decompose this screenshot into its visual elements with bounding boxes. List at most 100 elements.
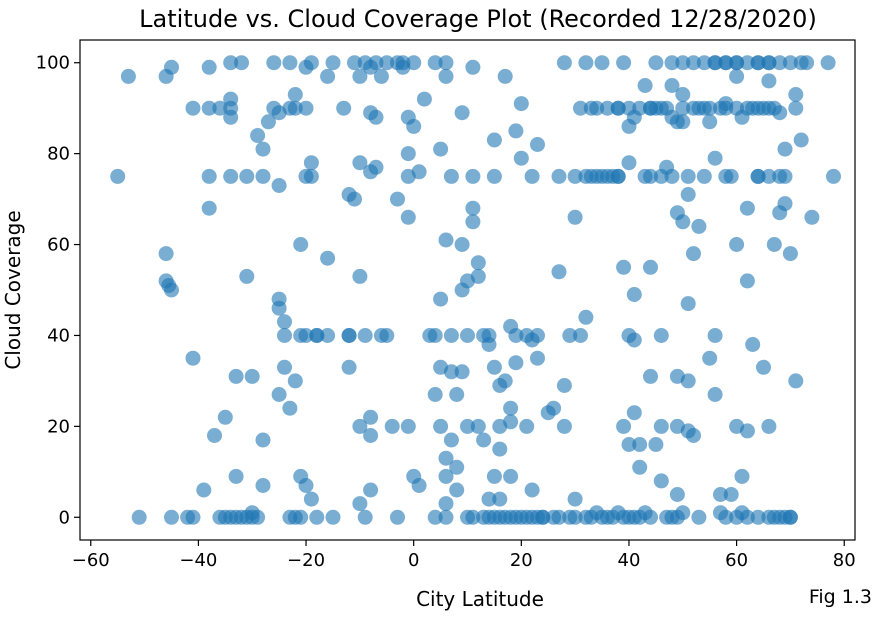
data-point bbox=[616, 418, 632, 434]
data-point bbox=[438, 450, 454, 466]
data-point bbox=[788, 100, 804, 116]
data-point bbox=[686, 55, 701, 71]
data-point bbox=[616, 55, 632, 71]
data-point bbox=[433, 291, 449, 307]
data-point bbox=[363, 428, 379, 443]
data-point bbox=[686, 246, 701, 262]
data-point bbox=[556, 418, 572, 434]
data-point bbox=[400, 209, 416, 225]
x-tick-label: 40 bbox=[618, 550, 641, 571]
data-point bbox=[239, 168, 255, 184]
data-point bbox=[352, 268, 368, 284]
data-point bbox=[599, 168, 615, 184]
data-point bbox=[303, 55, 319, 71]
data-point bbox=[691, 218, 707, 234]
data-point bbox=[347, 55, 362, 71]
data-point bbox=[691, 509, 707, 525]
data-point bbox=[508, 123, 524, 139]
data-point bbox=[185, 100, 201, 116]
data-point bbox=[427, 328, 443, 343]
data-point bbox=[449, 459, 465, 475]
y-tick-label: 80 bbox=[47, 144, 70, 165]
data-point bbox=[632, 509, 648, 525]
data-point bbox=[438, 509, 454, 525]
data-point bbox=[438, 496, 454, 512]
data-point bbox=[293, 509, 309, 525]
data-point bbox=[120, 68, 136, 84]
data-point bbox=[379, 328, 395, 343]
data-point bbox=[212, 100, 228, 116]
data-point bbox=[653, 418, 669, 434]
data-point bbox=[567, 168, 583, 184]
data-point bbox=[325, 55, 341, 71]
data-point bbox=[277, 328, 292, 343]
data-point bbox=[223, 168, 239, 184]
data-point bbox=[277, 359, 292, 375]
data-point bbox=[702, 114, 718, 130]
data-point bbox=[373, 68, 389, 84]
data-point bbox=[400, 146, 416, 162]
data-point bbox=[782, 55, 798, 71]
data-point bbox=[643, 100, 658, 116]
data-point bbox=[578, 55, 594, 71]
data-point bbox=[486, 168, 502, 184]
data-point bbox=[298, 100, 314, 116]
x-tick-label: −20 bbox=[287, 550, 325, 571]
data-point bbox=[363, 482, 379, 498]
data-point bbox=[772, 55, 788, 71]
data-point bbox=[653, 473, 669, 489]
data-point bbox=[427, 387, 443, 402]
data-point bbox=[739, 509, 755, 525]
data-point bbox=[530, 350, 545, 366]
data-point bbox=[255, 141, 271, 157]
data-point bbox=[718, 509, 734, 525]
data-point bbox=[653, 328, 669, 343]
data-point bbox=[648, 437, 664, 452]
data-point bbox=[675, 100, 691, 116]
data-point bbox=[352, 496, 368, 512]
data-point bbox=[255, 432, 271, 448]
data-point bbox=[745, 337, 761, 352]
data-point bbox=[546, 509, 562, 525]
data-point bbox=[341, 359, 357, 375]
data-point bbox=[443, 364, 459, 380]
data-point bbox=[449, 387, 465, 402]
data-point bbox=[384, 418, 400, 434]
data-point bbox=[707, 150, 723, 166]
data-point bbox=[298, 328, 314, 343]
data-point bbox=[761, 418, 777, 434]
data-point bbox=[686, 100, 701, 116]
data-point bbox=[390, 509, 405, 525]
data-point bbox=[223, 55, 239, 71]
y-tick-label: 0 bbox=[59, 507, 70, 528]
data-point bbox=[793, 132, 809, 148]
y-ticks: 0 20 40 60 80 100 bbox=[36, 53, 80, 528]
data-point bbox=[503, 400, 519, 416]
data-point bbox=[653, 100, 669, 116]
data-point bbox=[513, 509, 529, 525]
data-point bbox=[481, 491, 497, 507]
data-point bbox=[578, 309, 594, 325]
data-point bbox=[406, 55, 422, 71]
x-tick-label: 80 bbox=[833, 550, 856, 571]
data-point bbox=[718, 55, 734, 71]
data-point bbox=[707, 328, 723, 343]
data-point bbox=[524, 509, 540, 525]
x-tick-label: −60 bbox=[72, 550, 110, 571]
y-tick-label: 20 bbox=[47, 416, 70, 437]
data-point bbox=[729, 55, 745, 71]
y-tick-label: 60 bbox=[47, 235, 70, 256]
data-point bbox=[234, 509, 249, 525]
data-point bbox=[390, 191, 405, 207]
data-point bbox=[729, 509, 745, 525]
data-point bbox=[454, 237, 470, 252]
data-point bbox=[427, 55, 443, 71]
data-point bbox=[196, 482, 212, 498]
data-point bbox=[750, 100, 766, 116]
data-point bbox=[476, 432, 492, 448]
data-point bbox=[621, 155, 637, 171]
data-point bbox=[411, 478, 427, 493]
data-point bbox=[675, 87, 691, 102]
data-point bbox=[164, 282, 179, 298]
